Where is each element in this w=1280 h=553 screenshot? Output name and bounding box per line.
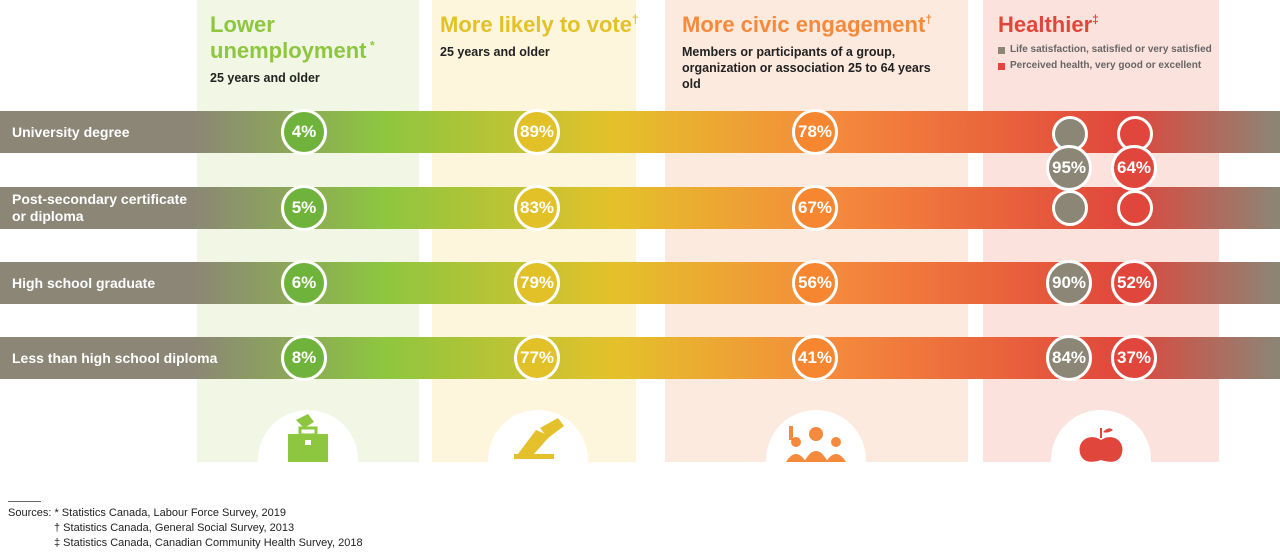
column-subtitle: 25 years and older xyxy=(440,45,550,59)
column-title: More civic engagement xyxy=(682,12,926,37)
value-circle-vote: 83% xyxy=(514,185,560,231)
group-circle-health-bottom xyxy=(1117,190,1153,226)
column-title: More likely to vote xyxy=(440,12,632,37)
value-circle-life-satisfaction: 84% xyxy=(1046,335,1092,381)
legend-swatch-red xyxy=(998,62,1005,70)
value-circle-unemployment: 4% xyxy=(281,109,327,155)
value-circle-perceived-health: 37% xyxy=(1111,335,1157,381)
legend-label: Life satisfaction, satisfied or very sat… xyxy=(1010,44,1212,55)
legend: Life satisfaction, satisfied or very sat… xyxy=(998,42,1213,74)
footnote-mark: † xyxy=(925,12,932,27)
legend-swatch-grey xyxy=(998,46,1005,54)
row-band-university xyxy=(0,111,1280,153)
value-circle-vote: 89% xyxy=(514,109,560,155)
column-subtitle: 25 years and older xyxy=(210,71,320,85)
footnote-mark: * xyxy=(370,38,375,53)
briefcase-icon xyxy=(258,410,358,462)
people-icon xyxy=(766,410,866,462)
row-label: University degree xyxy=(12,124,130,140)
value-circle-life-satisfaction: 90% xyxy=(1046,260,1092,306)
legend-item-life-satisfaction: Life satisfaction, satisfied or very sat… xyxy=(998,42,1213,58)
sources-divider xyxy=(8,501,41,502)
row-label: Less than high school diploma xyxy=(12,350,218,366)
legend-item-perceived-health: Perceived health, very good or excellent xyxy=(998,58,1213,74)
column-bg-unemployment xyxy=(197,0,419,462)
column-header-health: Healthier‡ Life satisfaction, satisfied … xyxy=(998,12,1213,74)
source-line: † Statistics Canada, General Social Surv… xyxy=(54,522,295,534)
row-label: High school graduate xyxy=(12,275,156,291)
apple-icon xyxy=(1051,410,1151,462)
value-circle-unemployment: 5% xyxy=(281,185,327,231)
ballot-icon xyxy=(488,410,588,462)
source-line: ‡ Statistics Canada, Canadian Community … xyxy=(54,537,363,549)
value-circle-life-satisfaction: 95% xyxy=(1046,145,1092,191)
column-title: Healthier xyxy=(998,12,1093,37)
value-circle-unemployment: 8% xyxy=(281,335,327,381)
value-circle-perceived-health: 52% xyxy=(1111,260,1157,306)
column-subtitle: Members or participants of a group, orga… xyxy=(682,45,931,91)
value-circle-vote: 79% xyxy=(514,260,560,306)
footnote-mark: ‡ xyxy=(1092,12,1099,27)
column-header-civic: More civic engagement† Members or partic… xyxy=(682,12,962,92)
value-circle-civic: 78% xyxy=(792,109,838,155)
group-circle-life-bottom xyxy=(1052,190,1088,226)
row-label: Post-secondary certificate or diploma xyxy=(12,191,188,224)
column-bg-civic xyxy=(665,0,968,462)
value-circle-civic: 67% xyxy=(792,185,838,231)
value-circle-vote: 77% xyxy=(514,335,560,381)
legend-label: Perceived health, very good or excellent xyxy=(1010,60,1202,71)
value-circle-civic: 41% xyxy=(792,335,838,381)
column-bg-health xyxy=(983,0,1219,462)
sources: Sources: * Statistics Canada, Labour For… xyxy=(8,506,363,551)
value-circle-civic: 56% xyxy=(792,260,838,306)
column-header-vote: More likely to vote† 25 years and older xyxy=(440,12,640,60)
column-title: Lower unemployment xyxy=(210,12,367,63)
source-line: Sources: * Statistics Canada, Labour For… xyxy=(8,507,286,519)
footnote-mark: † xyxy=(631,12,639,27)
value-circle-unemployment: 6% xyxy=(281,260,327,306)
value-circle-perceived-health: 64% xyxy=(1111,145,1157,191)
column-header-unemployment: Lower unemployment * 25 years and older xyxy=(210,12,410,86)
column-bg-vote xyxy=(432,0,636,462)
